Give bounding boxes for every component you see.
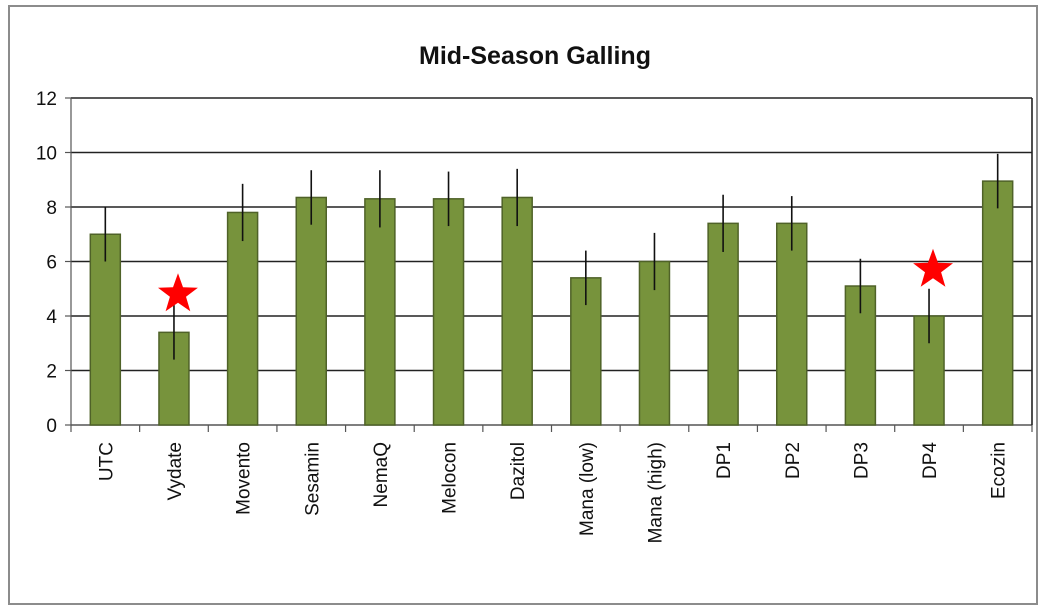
x-tick-label: Mana (high) — [645, 442, 666, 543]
y-axis-ticks: 0 2 4 6 8 10 12 — [36, 89, 58, 437]
x-tick-label: NemaQ — [371, 442, 392, 507]
grid-lines — [65, 97, 1033, 432]
y-tick-label: 4 — [46, 307, 57, 328]
x-tick-label: Melocon — [440, 442, 461, 514]
x-tick-label: DP4 — [920, 442, 941, 479]
y-tick-label: 8 — [46, 198, 57, 219]
x-tick-label: Mana (low) — [577, 442, 598, 536]
x-tick-label: Vydate — [165, 442, 186, 500]
bar — [432, 198, 465, 426]
y-tick-label: 12 — [36, 89, 57, 110]
bar — [501, 196, 533, 426]
star-icon — [913, 248, 953, 287]
y-tick-label: 10 — [36, 144, 57, 165]
x-tick-label: DP1 — [714, 442, 735, 479]
bar — [981, 180, 1014, 426]
chart-title: Mid-Season Galling — [419, 42, 651, 70]
bar — [89, 233, 122, 426]
x-tick-label: Ecozin — [989, 442, 1010, 499]
x-tick-label: DP3 — [851, 442, 872, 479]
y-tick-label: 2 — [46, 362, 57, 383]
x-tick-label: UTC — [96, 442, 117, 481]
x-tick-label: Dazitol — [508, 442, 529, 500]
annotations — [158, 248, 953, 312]
bar — [226, 211, 259, 426]
x-tick-label: DP2 — [783, 442, 804, 479]
bars — [89, 180, 1014, 426]
bar — [364, 198, 396, 426]
bar — [707, 222, 739, 426]
y-tick-label: 0 — [46, 416, 57, 437]
x-axis-ticks: UTC Vydate Movento Sesamin NemaQ Melocon Dazit… — [96, 442, 1009, 544]
star-icon — [158, 273, 198, 312]
chart: Mid-Season Galling 0 2 4 6 8 10 12 UTC Vydate Mo… — [36, 42, 1033, 544]
x-tick-label: Sesamin — [302, 442, 323, 516]
y-tick-label: 6 — [46, 253, 57, 274]
bar — [776, 222, 808, 426]
x-tick-label: Movento — [234, 442, 255, 515]
bar — [295, 196, 327, 426]
error-bars — [104, 153, 999, 360]
